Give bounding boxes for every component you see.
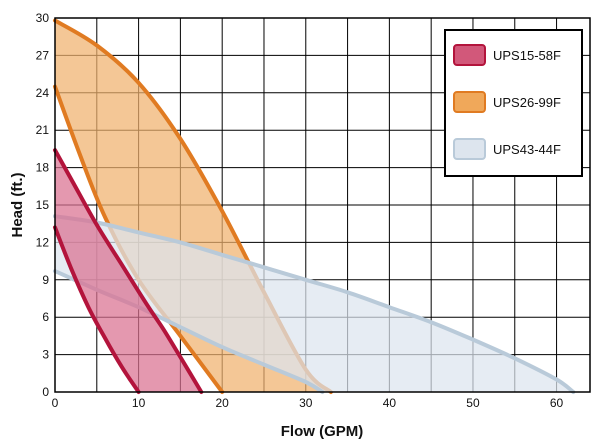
y-tick-label: 30: [36, 11, 50, 25]
y-tick-label: 9: [42, 273, 49, 287]
x-tick-label: 60: [550, 396, 564, 410]
curve-max-ups43-44f: [53, 214, 576, 394]
y-tick-label: 6: [42, 310, 49, 324]
legend: UPS15-58F UPS26-99F UPS43-44F: [444, 29, 583, 177]
y-tick-label: 21: [36, 123, 50, 137]
x-tick-labels: 0 10 20 30 40 50 60: [52, 396, 564, 410]
curve-min-ups15-58f: [53, 225, 141, 394]
x-tick-label: 40: [383, 396, 397, 410]
legend-label-ups26-99f: UPS26-99F: [493, 95, 561, 110]
y-tick-label: 0: [42, 385, 49, 399]
legend-label-ups15-58f: UPS15-58F: [493, 48, 561, 63]
legend-swatch-ups15-58f: [453, 44, 486, 66]
series-layer: [53, 18, 576, 394]
y-tick-label: 24: [36, 86, 50, 100]
y-tick-label: 15: [36, 198, 50, 212]
y-tick-label: 12: [36, 235, 50, 249]
y-tick-label: 3: [42, 348, 49, 362]
x-tick-label: 10: [132, 396, 146, 410]
x-tick-label: 30: [299, 396, 313, 410]
y-tick-label: 18: [36, 161, 50, 175]
legend-swatch-ups43-44f: [453, 138, 486, 160]
x-tick-label: 50: [466, 396, 480, 410]
x-tick-label: 20: [216, 396, 230, 410]
y-tick-labels: 0 3 6 9 12 15 18 21 24 27 30: [36, 11, 50, 399]
x-axis-title: Flow (GPM): [281, 423, 364, 440]
plot-border: [54, 17, 591, 393]
legend-swatch-ups26-99f: [453, 91, 486, 113]
y-axis-title: Head (ft.): [9, 173, 26, 238]
y-tick-label: 27: [36, 48, 50, 62]
band-ups43-44f: [55, 216, 574, 392]
x-tick-label: 0: [52, 396, 59, 410]
legend-label-ups43-44f: UPS43-44F: [493, 142, 561, 157]
curve-max-ups15-58f: [53, 148, 204, 394]
